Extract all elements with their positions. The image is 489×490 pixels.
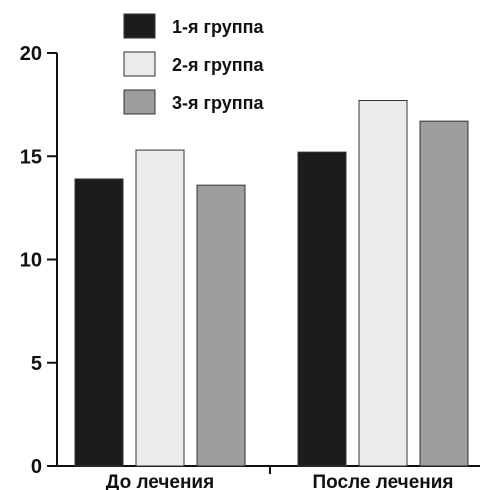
legend-label-1: 1-я группа — [172, 17, 265, 37]
x-category-label: До лечения — [106, 472, 214, 490]
bar-3-1 — [196, 184, 246, 467]
legend-swatch-3 — [123, 89, 156, 115]
bar-1-2 — [297, 151, 347, 467]
legend: 1-я группа 2-я группа 3-я группа — [123, 13, 265, 115]
y-tick-label: 20 — [20, 43, 42, 65]
y-tick-label: 10 — [20, 250, 42, 272]
bar-2-2 — [358, 99, 408, 467]
legend-label-3: 3-я группа — [172, 93, 265, 113]
y-tick-label: 0 — [31, 456, 42, 478]
y-axis: 0 5 10 15 20 — [20, 43, 58, 478]
bars — [74, 99, 469, 467]
legend-label-2: 2-я группа — [172, 55, 265, 75]
bar-1-1 — [74, 178, 124, 467]
x-axis: До лечения После лечения — [57, 465, 480, 490]
legend-swatch-2 — [123, 51, 156, 77]
legend-swatch-1 — [123, 13, 156, 39]
y-tick-label: 15 — [20, 146, 42, 168]
x-category-label: После лечения — [313, 472, 454, 490]
bar-3-2 — [419, 120, 469, 467]
bar-2-1 — [135, 149, 185, 467]
y-tick-label: 5 — [31, 353, 42, 375]
